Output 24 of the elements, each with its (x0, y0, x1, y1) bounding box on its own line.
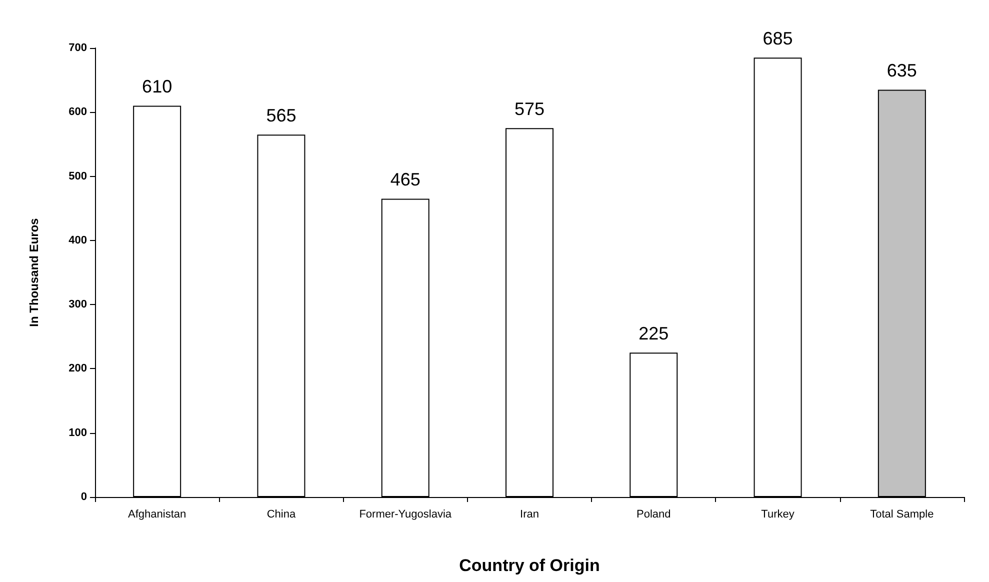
y-tick-label: 600 (68, 106, 87, 118)
x-tick-label: Poland (636, 508, 671, 520)
data-label: 575 (514, 99, 545, 120)
y-tick-label: 200 (68, 362, 87, 375)
x-tick-label: Turkey (761, 508, 795, 520)
y-tick-label: 100 (68, 426, 87, 439)
x-tick-label: China (266, 508, 296, 520)
data-label: 610 (142, 76, 172, 97)
y-tick-label: 0 (80, 491, 87, 503)
data-label: 465 (390, 170, 420, 190)
x-tick-label: Former-Yugoslavia (359, 508, 452, 520)
data-label: 565 (266, 106, 296, 126)
y-tick-label: 700 (68, 42, 87, 54)
x-tick-label: Afghanistan (128, 508, 186, 520)
y-tick-label: 500 (68, 170, 87, 182)
data-label: 685 (762, 28, 793, 49)
data-label: 635 (886, 60, 917, 81)
y-tick-label: 400 (68, 234, 87, 246)
x-tick-label: Total Sample (870, 508, 934, 520)
x-axis-title: Country of Origin (459, 556, 600, 575)
x-tick-label: Iran (520, 508, 539, 520)
data-label: 225 (638, 324, 669, 344)
y-tick-label: 300 (68, 298, 87, 311)
y-axis-title: In Thousand Euros (27, 218, 41, 327)
